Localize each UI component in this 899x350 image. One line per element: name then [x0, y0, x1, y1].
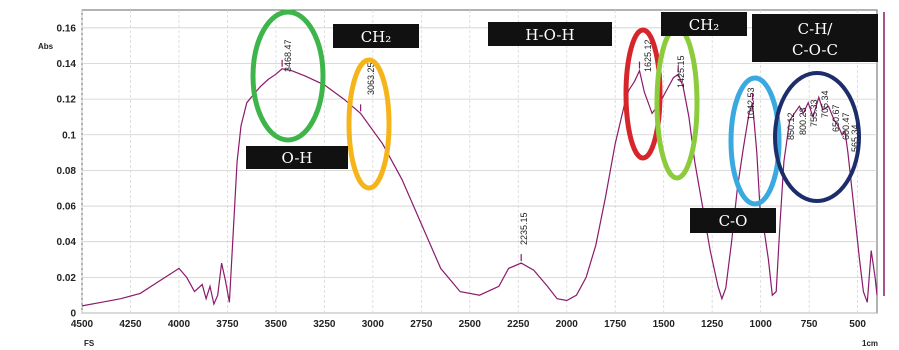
peak-label-2235: 2235.15: [519, 212, 529, 245]
y-tick-label: 0.04: [57, 237, 77, 248]
band-label-ch2-a: CH₂: [361, 28, 392, 46]
peak-label-755: 755.33: [809, 99, 819, 127]
spectrum-line: [81, 68, 878, 307]
peak-label-800: 800.23: [798, 107, 808, 135]
x-corner-right-label: 1cm: [862, 339, 878, 348]
band-label-chcoc-line2: C-O-C: [792, 41, 838, 59]
band-box-hoh: [488, 22, 612, 46]
y-axis-label: Abs: [38, 42, 54, 51]
y-tick-label: 0.06: [57, 202, 77, 213]
peak-label-1625: 1625.12: [643, 39, 653, 72]
x-tick-label: 1250: [701, 319, 724, 330]
band-label-co: C-O: [719, 212, 748, 230]
band-box-oh: [246, 146, 348, 169]
x-tick-label: 3750: [216, 319, 239, 330]
y-tick-label: 0.16: [57, 23, 77, 34]
peak-label-705: 705.34: [820, 90, 830, 118]
ellipse-oh-green: [250, 9, 326, 143]
peak-label-650: 650.67: [831, 104, 841, 132]
x-tick-label: 500: [849, 319, 866, 330]
peak-label-3063: 3063.25: [366, 62, 376, 95]
peak-label-565: 565.34: [850, 124, 860, 152]
band-box-chcoc: [752, 14, 878, 62]
band-box-ch2-a: [333, 24, 419, 48]
y-tick-label: 0.08: [57, 166, 77, 177]
x-tick-label: 3250: [313, 319, 336, 330]
gridlines: [81, 10, 877, 314]
band-label-oh: O-H: [282, 149, 313, 167]
band-label-hoh: H-O-H: [525, 26, 574, 44]
y-tick-label: 0.14: [57, 59, 77, 70]
peak-label-3468: 3468.47: [283, 39, 293, 72]
x-tick-label: 2250: [507, 319, 530, 330]
y-tick-label: 0.1: [62, 130, 76, 141]
x-tick-label: 2000: [556, 319, 579, 330]
x-corner-left-label: FS: [84, 339, 95, 348]
peak-label-1042: 1042.53: [746, 87, 756, 120]
band-label-ch2-b: CH₂: [689, 16, 720, 34]
y-tick-label: 0.02: [57, 273, 77, 284]
peak-label-600: 600.47: [841, 112, 851, 140]
peak-markers: [281, 59, 754, 262]
ellipse-chcoc-navy: [773, 71, 861, 203]
band-label-chcoc-line1: C-H/: [798, 20, 834, 38]
y-tick-label: 0.12: [57, 95, 77, 106]
x-tick-label: 3000: [362, 319, 385, 330]
peak-label-850: 850.12: [786, 112, 796, 140]
x-tick-label: 4250: [119, 319, 142, 330]
x-tick-label: 3500: [265, 319, 288, 330]
y-axis-ticks: 0 0.02 0.04 0.06 0.08 0.1 0.12 0.14 0.16: [57, 23, 77, 319]
x-tick-label: 750: [801, 319, 818, 330]
x-tick-label: 1750: [604, 319, 627, 330]
x-tick-label: 1000: [750, 319, 773, 330]
y-tick-label: 0: [70, 309, 76, 320]
ellipse-ch2-orange: [346, 57, 392, 191]
ellipse-co-blue: [728, 75, 782, 207]
x-axis-ticks: 4500 4250 4000 3750 3500 3250 3000 2750 2500 2250…: [71, 319, 867, 330]
x-tick-label: 4500: [71, 319, 94, 330]
band-box-ch2-b: [661, 12, 747, 36]
ellipse-hoh-red: [623, 27, 663, 161]
x-tick-label: 2500: [459, 319, 482, 330]
band-box-co: [690, 208, 776, 233]
peak-label-1425: 1425.15: [676, 55, 686, 88]
x-tick-label: 1500: [653, 319, 676, 330]
plot-area: [81, 9, 878, 314]
x-tick-label: 2750: [410, 319, 433, 330]
x-tick-label: 4000: [168, 319, 191, 330]
